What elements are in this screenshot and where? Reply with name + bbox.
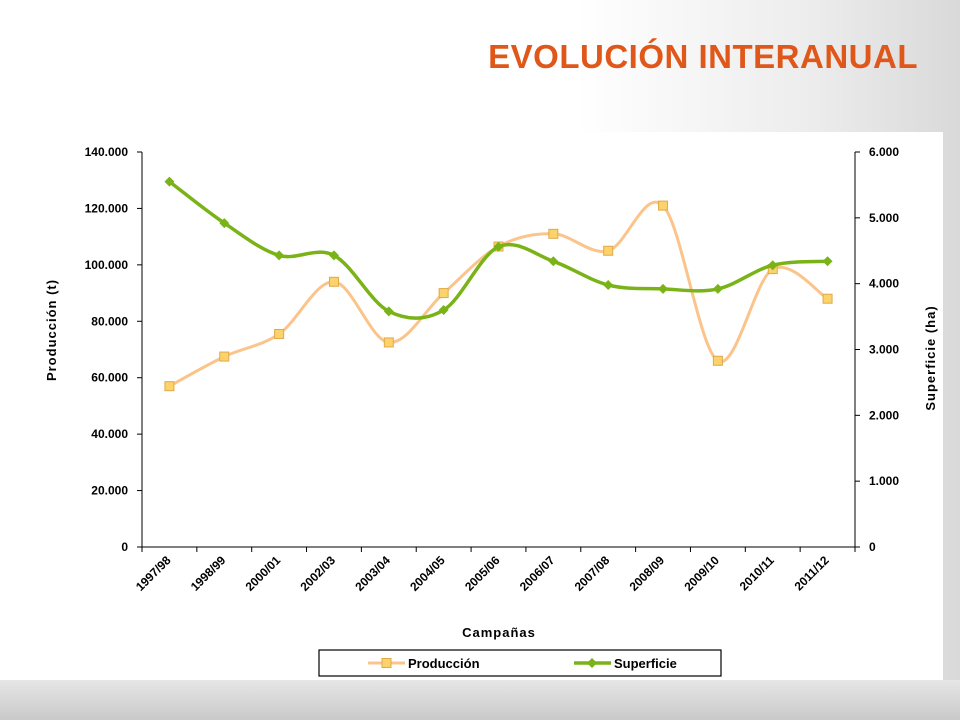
y-tick-label: 0: [121, 540, 128, 554]
y2-tick-label: 1.000: [869, 474, 899, 488]
x-tick-label: 2011/12: [792, 553, 832, 593]
series-line-produccion: [168, 200, 829, 388]
slide-bottom-band: [0, 680, 960, 720]
produccion-point: [438, 288, 449, 299]
legend-produccion-marker: [381, 658, 392, 668]
legend-produccion-label: Producción: [408, 656, 480, 671]
superficie-point: [493, 241, 504, 252]
produccion-point: [328, 276, 339, 287]
slide-title: EVOLUCIÓN INTERANUAL: [488, 38, 918, 75]
chart-panel: 0 20.000 40.000 60.000 80.000 100.000 120.000 1…: [38, 132, 943, 680]
produccion-point: [712, 355, 723, 366]
produccion-point: [164, 381, 175, 392]
x-tick-label: 2008/09: [627, 553, 668, 594]
x-tick-label: 2004/05: [407, 553, 448, 594]
y-tick-label: 140.000: [85, 145, 129, 159]
chart-legend: Producción Superficie: [318, 649, 722, 677]
superficie-point: [603, 279, 614, 290]
superficie-point: [712, 283, 723, 294]
produccion-point: [658, 200, 669, 211]
legend-superficie-marker: [587, 658, 597, 668]
produccion-point: [603, 245, 614, 256]
y2-tick-label: 4.000: [869, 277, 899, 291]
legend-superficie-label: Superficie: [614, 656, 677, 671]
superficie-point: [328, 250, 339, 261]
superficie-point: [383, 306, 394, 317]
superficie-point: [274, 250, 285, 261]
y-axis-title: Producción (t): [44, 279, 59, 381]
produccion-point: [383, 337, 394, 348]
superficie-point: [164, 176, 175, 187]
dual-axis-line-chart: 0 20.000 40.000 60.000 80.000 100.000 120.000 1…: [44, 145, 938, 677]
superficie-point: [548, 256, 559, 267]
y-tick-label: 100.000: [85, 258, 129, 272]
y-tick-label: 20.000: [91, 484, 128, 498]
y2-tick-label: 5.000: [869, 211, 899, 225]
y2-tick-label: 6.000: [869, 145, 899, 159]
y2-axis-title: Superficie (ha): [923, 305, 938, 410]
superficie-point: [822, 256, 833, 267]
y-tick-label: 120.000: [85, 201, 129, 215]
y2-tick-label: 0: [869, 540, 876, 554]
chart-labels: Campañas Producción (t) Superficie (ha): [44, 279, 938, 640]
x-tick-label: 2003/04: [352, 553, 393, 594]
x-tick-label: 2005/06: [462, 553, 503, 594]
y-tick-label: 40.000: [91, 427, 128, 441]
superficie-point: [767, 260, 778, 271]
y2-tick-label: 2.000: [869, 408, 899, 422]
x-tick-label: 1998/99: [188, 553, 229, 594]
x-tick-label: 1997/98: [133, 553, 174, 594]
superficie-point: [658, 283, 669, 294]
x-axis-title: Campañas: [462, 625, 536, 640]
superficie-point: [219, 218, 230, 229]
x-tick-label: 2006/07: [517, 553, 558, 594]
produccion-point: [219, 351, 230, 362]
produccion-point: [274, 328, 285, 339]
y2-tick-label: 3.000: [869, 343, 899, 357]
x-tick-label: 2002/03: [298, 553, 339, 594]
produccion-point: [548, 228, 559, 239]
x-tick-label: 2000/01: [243, 553, 284, 594]
superficie-point: [438, 305, 449, 315]
y-tick-label: 80.000: [91, 314, 128, 328]
x-tick-label: 2009/10: [681, 553, 722, 594]
chart-series: [164, 176, 833, 392]
produccion-point: [822, 293, 833, 304]
x-tick-label: 2007/08: [572, 553, 613, 594]
x-tick-label: 2010/11: [737, 553, 777, 593]
y-tick-label: 60.000: [91, 371, 128, 385]
